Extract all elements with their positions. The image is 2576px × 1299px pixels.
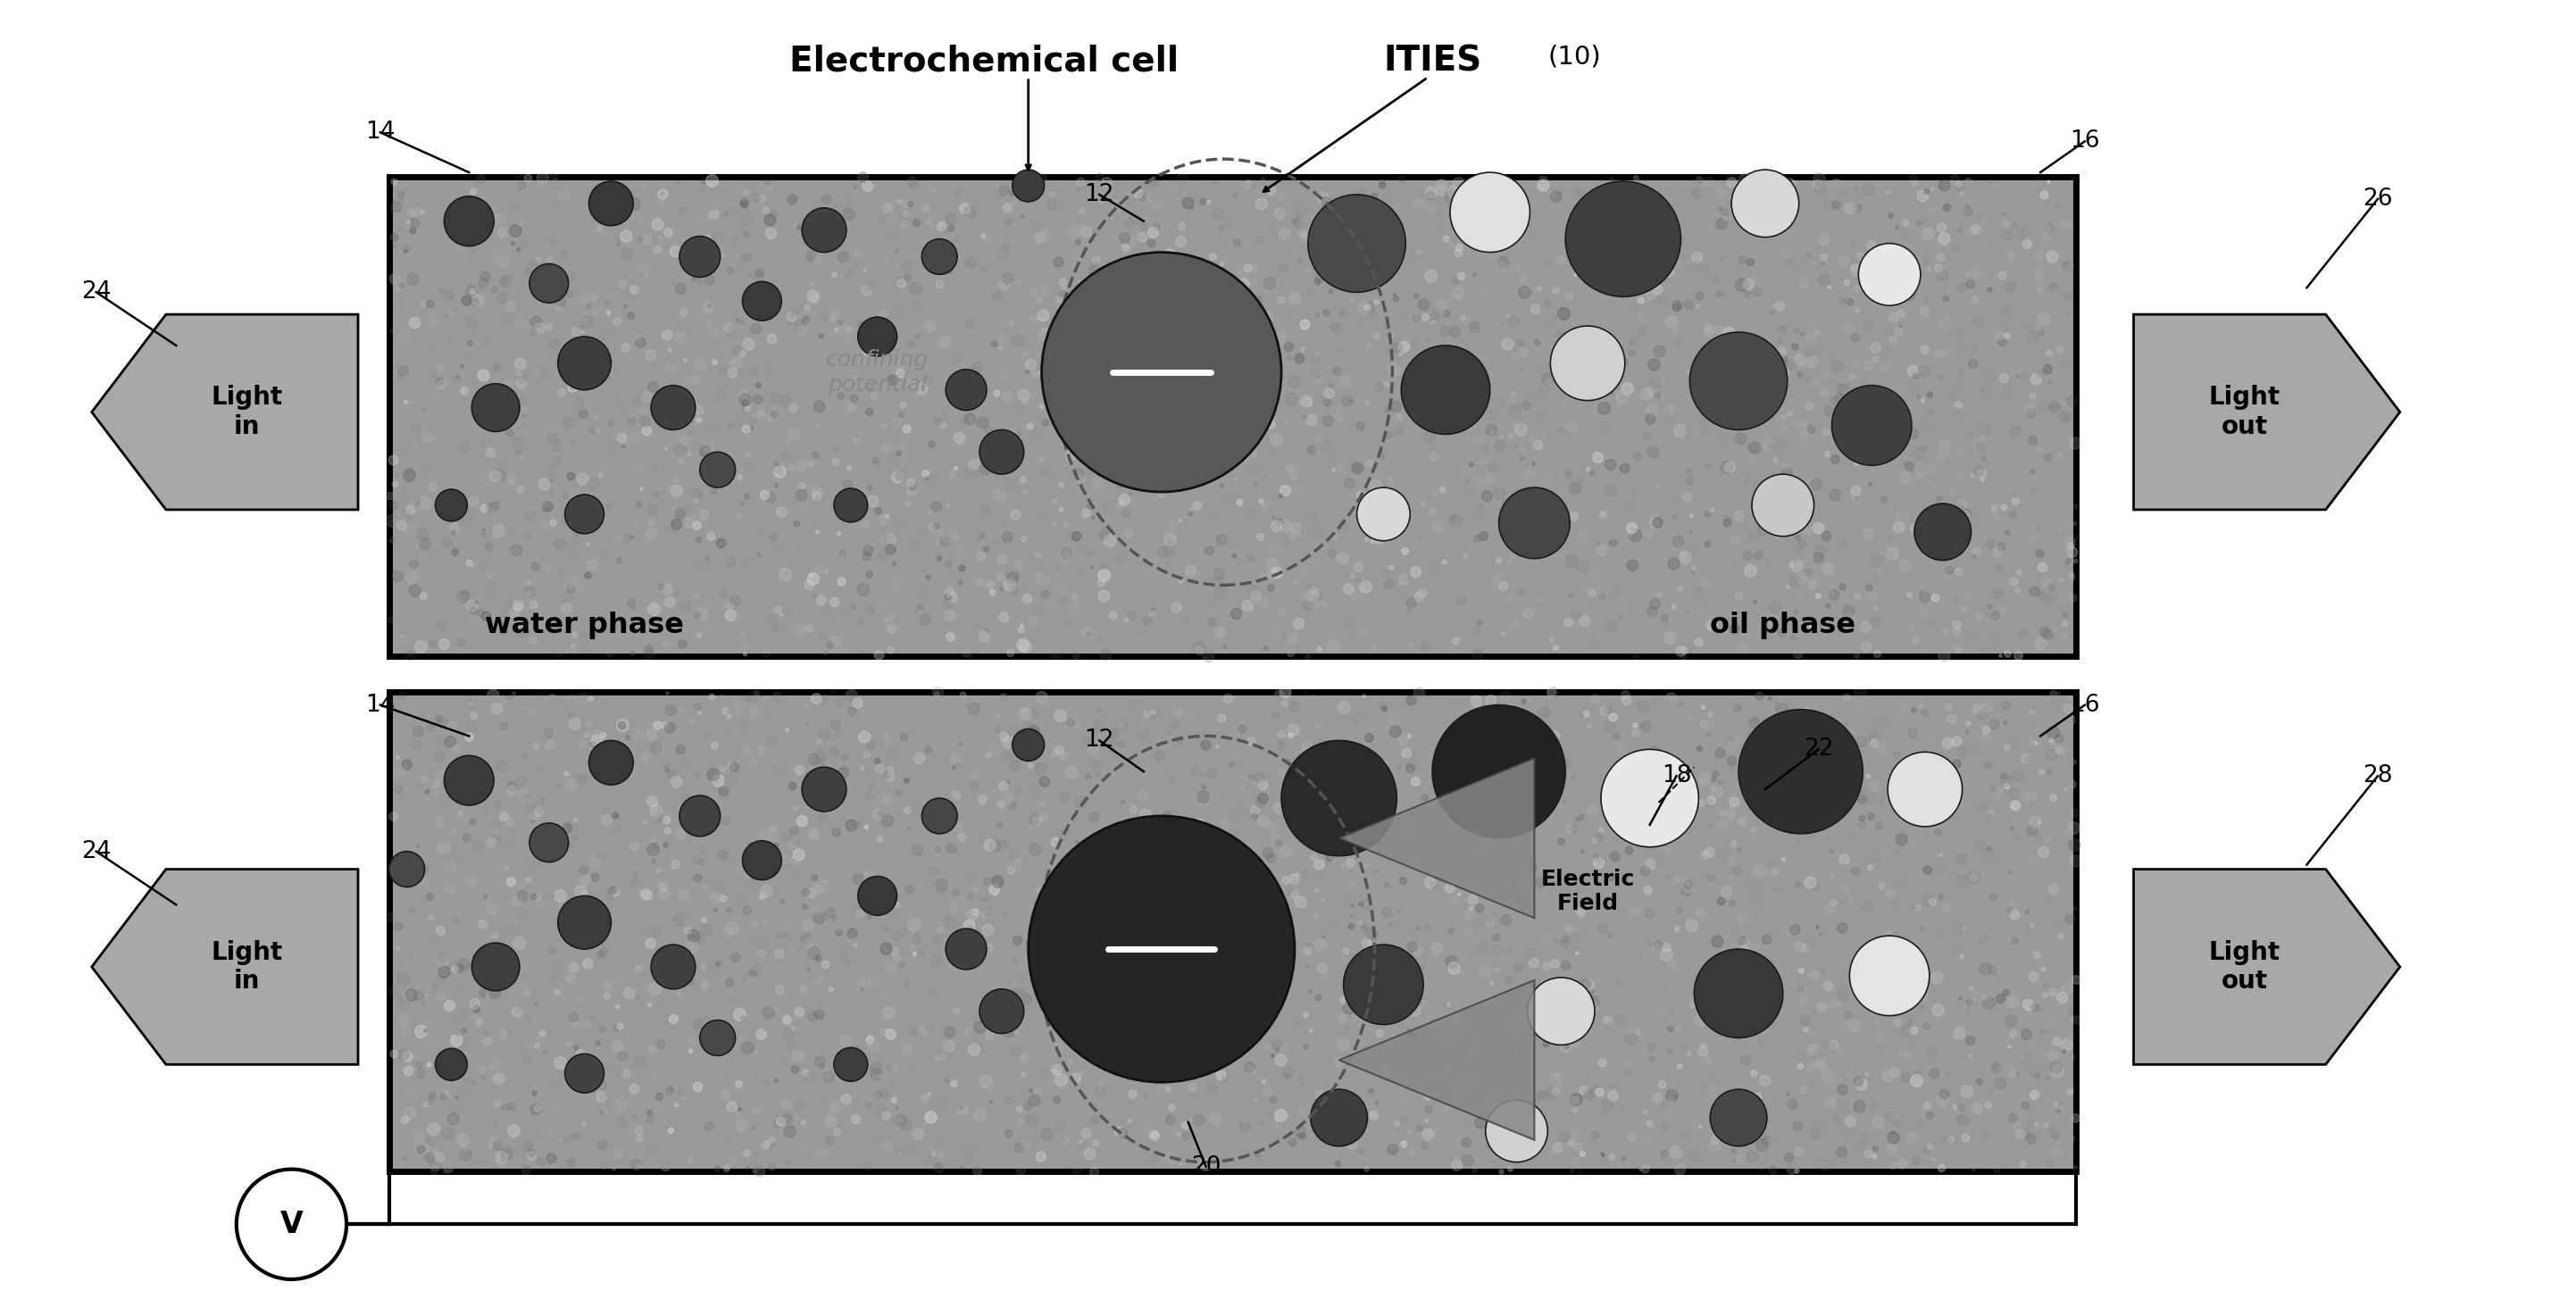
Circle shape: [701, 452, 734, 487]
Text: Light
in: Light in: [211, 940, 283, 994]
Text: 12: 12: [1084, 183, 1115, 207]
Polygon shape: [1340, 759, 1535, 918]
Circle shape: [1401, 346, 1489, 434]
Circle shape: [801, 768, 848, 812]
Circle shape: [922, 798, 958, 834]
Circle shape: [1358, 487, 1409, 540]
Text: 26: 26: [2362, 187, 2393, 210]
Circle shape: [1888, 752, 1963, 826]
Text: 22: 22: [1803, 738, 1834, 761]
Circle shape: [590, 740, 634, 785]
Circle shape: [1450, 173, 1530, 252]
Circle shape: [1752, 474, 1814, 536]
Circle shape: [835, 1047, 868, 1081]
Text: 14: 14: [366, 694, 394, 717]
Circle shape: [945, 929, 987, 969]
Circle shape: [1309, 195, 1406, 292]
Circle shape: [652, 944, 696, 989]
Circle shape: [1041, 252, 1280, 492]
Bar: [389, 177, 2076, 656]
Polygon shape: [1340, 981, 1535, 1141]
Polygon shape: [2133, 314, 2401, 509]
Text: 20: 20: [1190, 1155, 1221, 1178]
Circle shape: [801, 208, 848, 252]
Text: Light
out: Light out: [2208, 385, 2280, 439]
Bar: [389, 691, 2076, 1170]
Circle shape: [237, 1169, 348, 1280]
Circle shape: [443, 756, 495, 805]
Text: oil phase: oil phase: [1710, 612, 1855, 639]
Circle shape: [1012, 170, 1043, 201]
Circle shape: [680, 236, 721, 277]
Circle shape: [531, 824, 569, 863]
Circle shape: [471, 383, 520, 431]
Circle shape: [1012, 729, 1043, 761]
Text: V: V: [281, 1209, 304, 1239]
Circle shape: [1311, 1090, 1368, 1146]
Circle shape: [1280, 740, 1396, 856]
Text: 18: 18: [1662, 764, 1692, 787]
Text: Electrochemical cell: Electrochemical cell: [788, 44, 1180, 78]
Circle shape: [1731, 170, 1798, 238]
Circle shape: [531, 264, 569, 303]
Circle shape: [435, 490, 466, 521]
Text: (10): (10): [1548, 44, 1602, 69]
Circle shape: [564, 495, 603, 534]
Circle shape: [1710, 1090, 1767, 1146]
Circle shape: [1499, 487, 1569, 559]
Polygon shape: [93, 314, 358, 509]
Text: 12: 12: [1084, 729, 1115, 752]
Circle shape: [590, 182, 634, 226]
Circle shape: [1345, 944, 1425, 1025]
Circle shape: [1486, 1100, 1548, 1163]
Text: ITIES: ITIES: [1383, 44, 1481, 78]
Text: 16: 16: [2071, 130, 2099, 153]
Circle shape: [979, 430, 1023, 474]
Circle shape: [652, 386, 696, 430]
Text: Electric
Field: Electric Field: [1540, 868, 1636, 914]
Circle shape: [858, 317, 896, 356]
Circle shape: [443, 196, 495, 246]
Circle shape: [922, 239, 958, 274]
Circle shape: [1857, 243, 1922, 305]
Text: 16: 16: [2071, 694, 2099, 717]
Circle shape: [471, 943, 520, 991]
Text: Light
in: Light in: [211, 385, 283, 439]
Circle shape: [1028, 816, 1296, 1082]
Text: 24: 24: [82, 281, 111, 304]
Text: confining
potential: confining potential: [827, 349, 930, 395]
Circle shape: [559, 896, 611, 950]
Text: Light
out: Light out: [2208, 940, 2280, 994]
Circle shape: [1551, 326, 1625, 400]
Circle shape: [389, 851, 425, 887]
Circle shape: [1528, 977, 1595, 1044]
Text: water phase: water phase: [484, 612, 685, 639]
Circle shape: [835, 488, 868, 522]
Polygon shape: [2133, 869, 2401, 1064]
Circle shape: [1850, 935, 1929, 1016]
Circle shape: [1600, 750, 1698, 847]
Circle shape: [1566, 182, 1682, 296]
Circle shape: [945, 369, 987, 410]
Polygon shape: [93, 869, 358, 1064]
Circle shape: [701, 1020, 734, 1056]
Circle shape: [1832, 386, 1911, 465]
Circle shape: [858, 877, 896, 916]
Circle shape: [1695, 950, 1783, 1038]
Circle shape: [742, 840, 781, 879]
Text: 28: 28: [2362, 764, 2393, 787]
Circle shape: [1739, 709, 1862, 834]
Circle shape: [680, 795, 721, 837]
Circle shape: [1690, 333, 1788, 430]
Circle shape: [564, 1053, 603, 1092]
Circle shape: [742, 282, 781, 321]
Circle shape: [435, 1048, 466, 1081]
Text: 24: 24: [82, 840, 111, 863]
Circle shape: [559, 336, 611, 390]
Circle shape: [1432, 705, 1566, 838]
Circle shape: [1914, 504, 1971, 560]
Text: 14: 14: [366, 121, 394, 144]
Circle shape: [979, 989, 1023, 1034]
